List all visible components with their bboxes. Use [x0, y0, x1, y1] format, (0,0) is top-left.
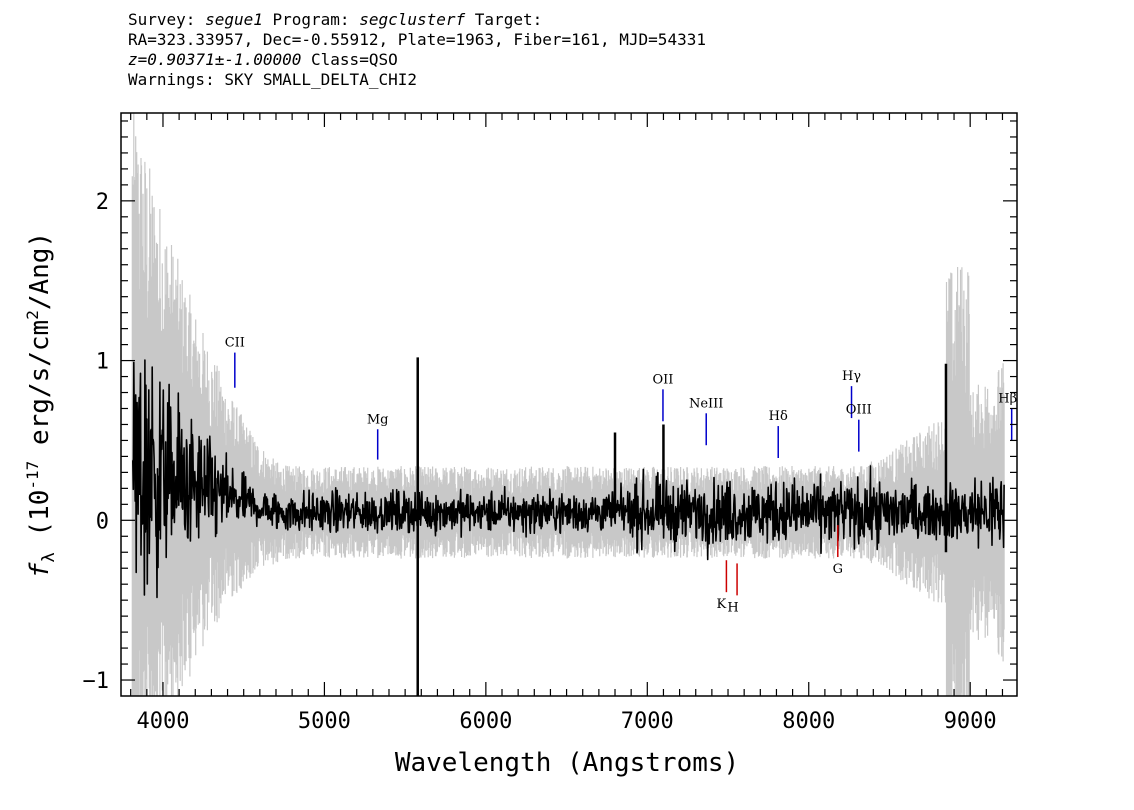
absorption-line-label: G [833, 562, 843, 577]
flux-series [132, 359, 1005, 599]
emission-line-label: OIII [846, 403, 872, 418]
axis-ticks [121, 113, 1017, 696]
header-line-warnings: Warnings: SKY SMALL_DELTA_CHI2 [128, 70, 417, 89]
header-line-coords: RA=323.33957, Dec=-0.55912, Plate=1963, … [128, 30, 706, 49]
y-tick-label: −1 [83, 669, 110, 694]
plot-frame [120, 112, 1018, 697]
x-axis-title: Wavelength (Angstroms) [395, 748, 739, 778]
absorption-line-label: H [727, 600, 738, 615]
emission-line-label: Hγ [842, 369, 861, 384]
x-tick-label: 8000 [782, 709, 835, 734]
y-axis-title-exp2: 2 [23, 310, 42, 320]
emission-line-label: Hδ [769, 409, 788, 424]
absorption-line-label: K [717, 597, 727, 612]
survey-label: Survey: [128, 10, 206, 29]
program-label: Program: [262, 10, 360, 29]
redshift-value: z=0.90371±-1.00000 [128, 50, 302, 69]
plot-area [131, 113, 1005, 696]
x-tick-label: 4000 [136, 709, 189, 734]
emission-line-label: CII [225, 336, 245, 351]
y-tick-label: 2 [96, 190, 109, 215]
y-tick-label: 1 [96, 350, 109, 375]
y-axis-title-end: /Ang) [25, 232, 55, 310]
program-value: segclusterf [359, 10, 466, 29]
x-tick-label: 9000 [944, 709, 997, 734]
emission-line-label: OII [652, 372, 673, 387]
y-axis-title-exp: -17 [23, 461, 42, 490]
spike-features [416, 357, 948, 696]
error-band [131, 113, 1005, 696]
spectral-line-markers: CII Mg OII NeIII Hδ Hγ OIII Hβ K H G [225, 336, 1017, 616]
y-axis-title-sub: λ [39, 552, 59, 562]
axis-tick-labels: 4000 5000 6000 7000 8000 9000 −1 0 1 2 [83, 190, 997, 734]
y-axis-title-f: f [25, 562, 55, 578]
y-axis-title: fλ (10-17 erg/s/cm2/Ang) [23, 232, 59, 578]
emission-line-label: NeIII [689, 396, 723, 411]
y-axis-title-rest: erg/s/cm [25, 320, 55, 461]
header-line-redshift: z=0.90371±-1.00000 Class=QSO [128, 50, 706, 70]
target-label: Target: [465, 10, 543, 29]
emission-line-label: Hβ [998, 391, 1017, 406]
x-tick-label: 5000 [298, 709, 351, 734]
class-value: Class=QSO [301, 50, 398, 69]
y-axis-title-main: (10 [25, 490, 55, 553]
y-tick-label: 0 [96, 509, 109, 534]
x-tick-label: 7000 [621, 709, 674, 734]
flux-line [132, 359, 1005, 599]
header-line-survey: Survey: segue1 Program: segclusterf Targ… [128, 10, 706, 30]
emission-line-label: Mg [367, 412, 389, 427]
survey-value: segue1 [205, 10, 263, 29]
x-tick-label: 6000 [459, 709, 512, 734]
spectrum-header: Survey: segue1 Program: segclusterf Targ… [128, 10, 706, 90]
error-series [131, 113, 1005, 696]
